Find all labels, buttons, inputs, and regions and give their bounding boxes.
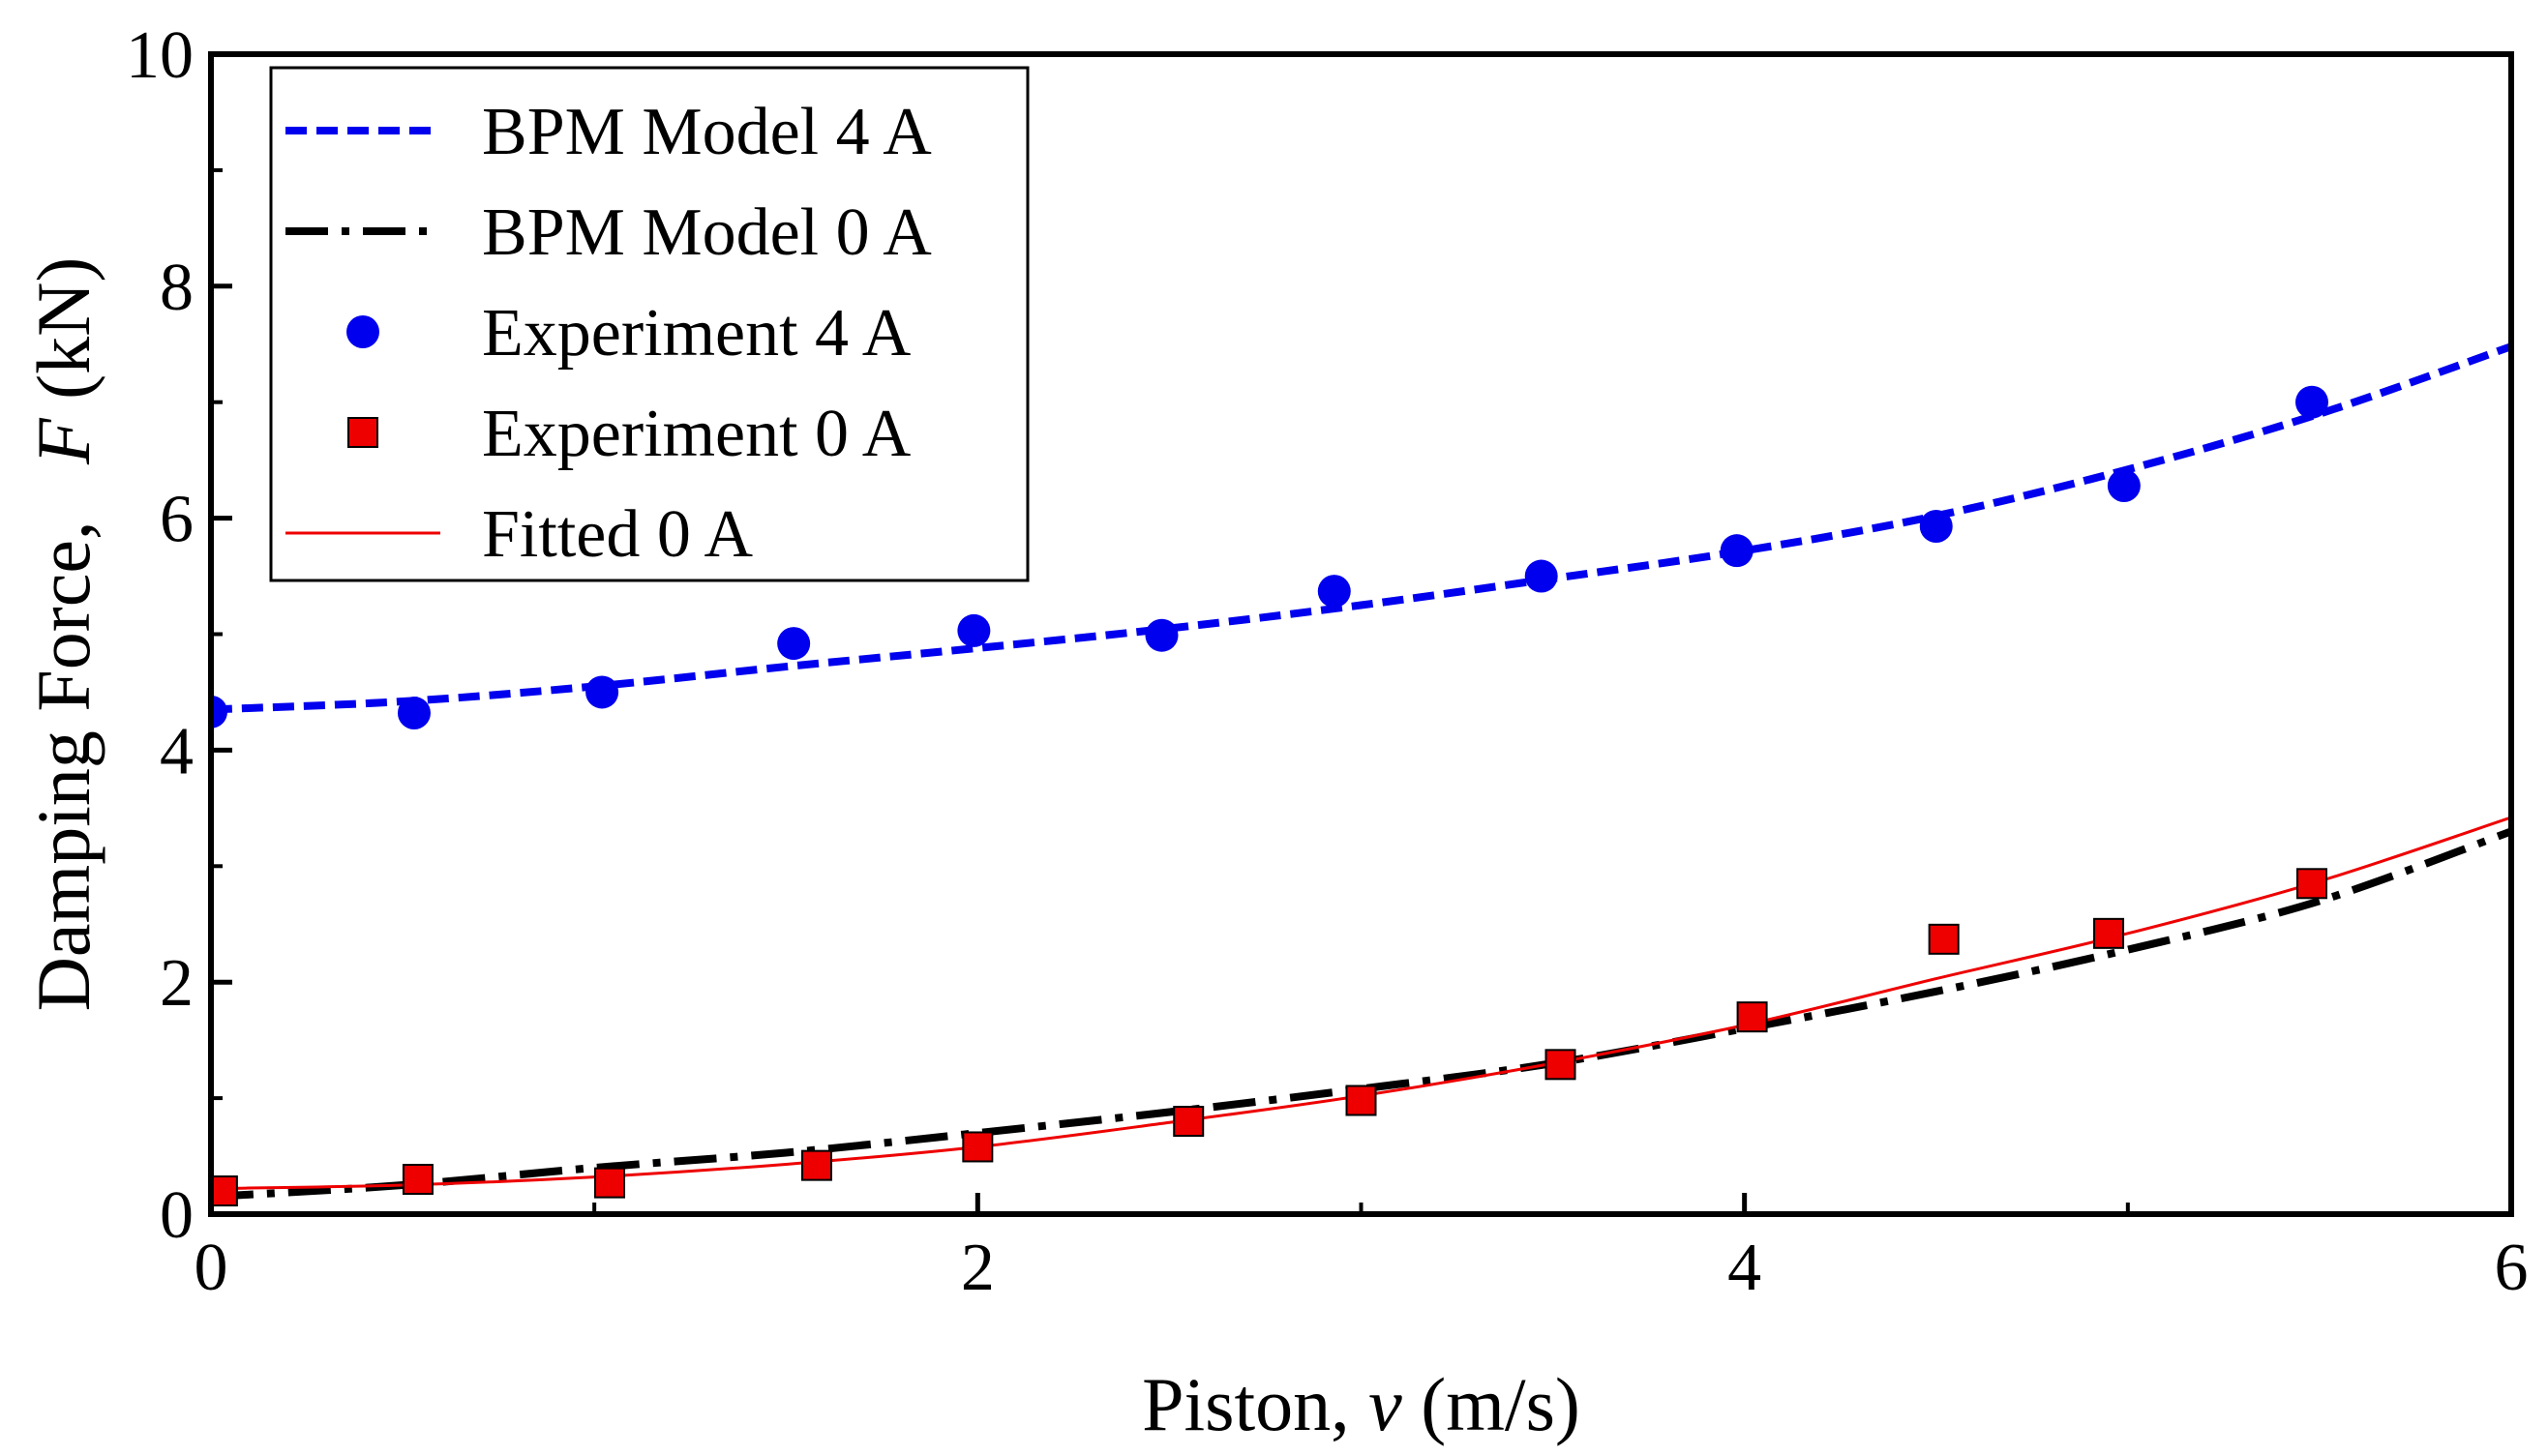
legend-label-experiment-4-a: Experiment 4 A: [482, 296, 912, 371]
data-point-experiment-4-a: [1524, 559, 1558, 593]
y-axis-title-unit: (kN): [21, 257, 105, 419]
data-point-experiment-4-a: [397, 697, 431, 730]
data-point-experiment-4-a: [1720, 534, 1754, 568]
data-point-experiment-4-a: [957, 613, 991, 647]
x-tick-label: 2: [961, 1231, 995, 1305]
y-tick-label: 6: [160, 483, 194, 557]
data-point-experiment-4-a: [1145, 618, 1179, 652]
data-point-experiment-0-a: [962, 1131, 994, 1163]
data-point-experiment-0-a: [1736, 1001, 1768, 1033]
x-axis-title: Piston, v (m/s): [1142, 1362, 1580, 1446]
data-point-experiment-4-a: [585, 675, 619, 709]
legend-swatch-experiment-0-a: [347, 417, 378, 448]
y-axis-title: Damping Force, F (kN): [21, 257, 105, 1012]
y-axis-title-prefix: Damping Force,: [21, 464, 105, 1011]
x-axis-title-variable: v: [1368, 1362, 1402, 1446]
data-point-experiment-4-a: [1317, 575, 1351, 609]
legend-swatch-experiment-4-a: [346, 315, 379, 348]
data-point-experiment-0-a: [211, 1175, 238, 1207]
y-tick-label: 8: [160, 251, 194, 325]
y-tick-label: 10: [126, 18, 194, 93]
legend-item-bpm-model-4-a: BPM Model 4 A: [285, 95, 932, 169]
legend-label-bpm-model-0-a: BPM Model 0 A: [482, 195, 932, 270]
data-point-experiment-0-a: [2093, 917, 2125, 949]
legend-item-fitted-0-a: Fitted 0 A: [285, 497, 753, 572]
legend: BPM Model 4 A BPM Model 0 A Experiment 4 A…: [269, 66, 1030, 582]
data-point-experiment-0-a: [1928, 923, 1960, 955]
data-point-experiment-0-a: [800, 1149, 832, 1181]
axes-layer: 0 2 4 6 0 2 4 6 8 10 Piston, v (m/s) Damping Force,…: [21, 18, 2529, 1446]
legend-label-experiment-0-a: Experiment 0 A: [482, 397, 912, 471]
x-tick-label: 0: [195, 1231, 228, 1305]
y-tick-label: 2: [160, 946, 194, 1021]
data-point-experiment-4-a: [2107, 469, 2141, 503]
series-points-experiment-0-a: [211, 868, 2327, 1207]
legend-item-experiment-4-a: Experiment 4 A: [346, 296, 912, 371]
data-point-experiment-0-a: [2295, 868, 2327, 900]
legend-box: [269, 66, 1030, 582]
data-point-experiment-4-a: [2294, 385, 2328, 419]
series-points-experiment-4-a: [211, 385, 2328, 730]
x-tick-label: 4: [1727, 1231, 1761, 1305]
legend-item-bpm-model-0-a: BPM Model 0 A: [285, 195, 932, 270]
legend-label-bpm-model-4-a: BPM Model 4 A: [482, 95, 932, 169]
y-axis-title-variable: F: [21, 417, 105, 465]
x-axis-title-prefix: Piston,: [1142, 1362, 1368, 1446]
x-tick-label: 6: [2495, 1231, 2529, 1305]
data-point-experiment-0-a: [1173, 1106, 1205, 1138]
legend-label-fitted-0-a: Fitted 0 A: [482, 497, 753, 572]
data-point-experiment-0-a: [1345, 1085, 1377, 1116]
data-point-experiment-4-a: [1919, 509, 1953, 543]
y-tick-label: 0: [160, 1178, 194, 1253]
data-point-experiment-4-a: [777, 627, 811, 661]
data-point-experiment-4-a: [211, 695, 227, 728]
data-point-experiment-0-a: [402, 1164, 434, 1196]
data-point-experiment-0-a: [594, 1167, 626, 1199]
y-tick-label: 4: [160, 714, 194, 788]
x-axis-title-unit: (m/s): [1402, 1362, 1580, 1446]
series-layer: [211, 342, 2511, 1207]
data-point-experiment-0-a: [1544, 1049, 1576, 1081]
legend-item-experiment-0-a: Experiment 0 A: [347, 397, 912, 471]
